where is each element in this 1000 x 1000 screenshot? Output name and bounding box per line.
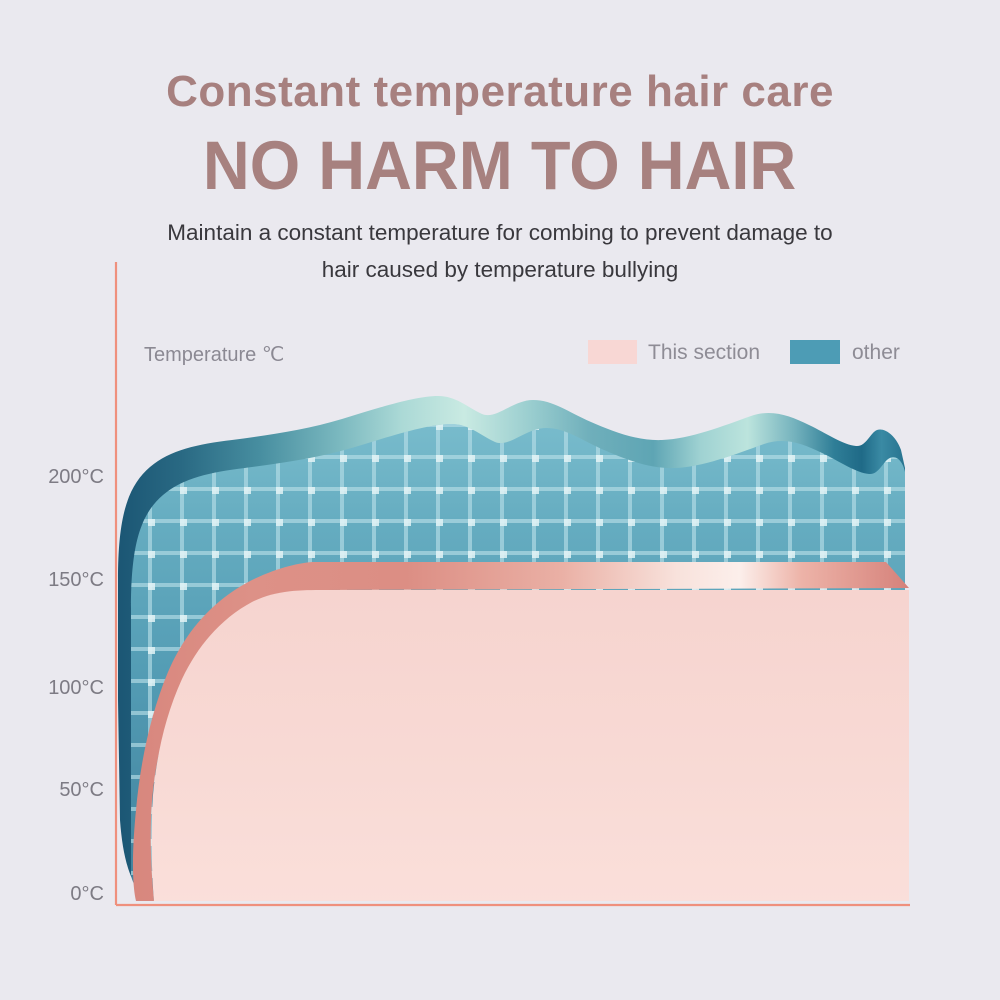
legend-label-this-section: This section [648,341,761,364]
headline-wrap: NO HARM TO HAIR [0,131,1000,200]
page-title: Constant temperature hair care [166,67,834,116]
y-tick-0: 0°C [70,883,104,905]
subtitle-line-2: hair caused by temperature bullying [321,257,679,282]
legend-swatch-other [790,340,840,364]
subtitle-line-1: Maintain a constant temperature for comb… [167,220,833,245]
y-tick-150: 150°C [48,569,104,591]
y-axis-title: Temperature ℃ [144,344,285,366]
y-tick-200: 200°C [48,466,104,488]
legend-label-other: other [852,341,900,364]
y-tick-100: 100°C [48,677,104,699]
this-section-face [151,590,909,901]
y-tick-50: 50°C [59,779,104,801]
headline: NO HARM TO HAIR [203,127,797,204]
subtitle: Maintain a constant temperature for comb… [0,214,1000,288]
legend-swatch-this-section [588,340,637,364]
